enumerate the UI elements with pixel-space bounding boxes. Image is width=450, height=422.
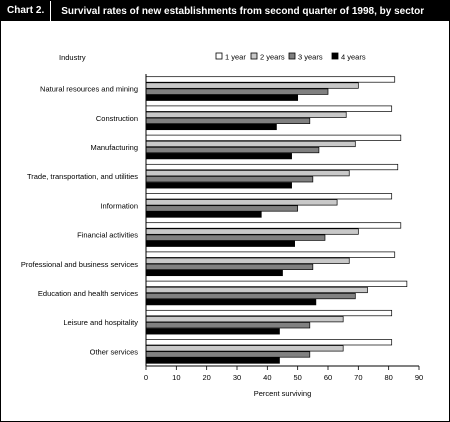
chart-number-label: Chart 2. — [1, 1, 52, 21]
category-axis-label: Industry — [59, 53, 86, 62]
x-tick-label: 40 — [263, 373, 271, 382]
bar — [145, 88, 329, 95]
bar — [145, 322, 311, 329]
bar — [145, 292, 356, 300]
bar — [145, 234, 326, 241]
bar — [145, 163, 399, 171]
x-tick-label: 70 — [354, 373, 362, 382]
bar — [145, 286, 368, 294]
bar — [145, 309, 393, 317]
legend-swatch — [288, 52, 296, 60]
legend-label: 4 years — [341, 53, 366, 62]
category-label: Manufacturing — [90, 143, 138, 152]
legend-swatch — [250, 52, 258, 60]
bar — [145, 82, 359, 89]
bar — [145, 228, 359, 235]
x-tick-label: 90 — [415, 373, 423, 382]
bar — [145, 176, 314, 183]
bar — [145, 117, 311, 124]
bar — [145, 351, 311, 358]
category-label: Professional and business services — [21, 260, 138, 269]
bar — [145, 263, 314, 270]
chart-title: Survival rates of new establishments fro… — [61, 5, 425, 17]
bar — [145, 299, 317, 306]
category-label: Construction — [96, 114, 138, 123]
bar — [145, 111, 347, 118]
bar — [145, 170, 350, 177]
x-tick-label: 0 — [144, 373, 148, 382]
category-label: Education and health services — [38, 289, 138, 298]
bar — [145, 123, 277, 131]
category-label: Information — [100, 201, 138, 210]
bar — [145, 134, 402, 141]
bar — [145, 182, 292, 189]
x-tick-label: 10 — [172, 373, 180, 382]
category-label: Trade, transportation, and utilities — [27, 172, 138, 181]
bar — [145, 269, 283, 277]
legend-label: 1 year — [225, 53, 246, 62]
bar — [145, 153, 292, 160]
x-tick-label: 60 — [324, 373, 332, 382]
bar — [145, 140, 356, 148]
legend-swatch — [331, 52, 339, 60]
bar — [145, 205, 299, 212]
legend-label: 2 years — [260, 53, 285, 62]
bar — [145, 316, 344, 323]
x-axis-label: Percent surviving — [254, 389, 312, 398]
bar — [145, 240, 295, 247]
bar — [145, 357, 280, 364]
x-tick-label: 30 — [233, 373, 241, 382]
category-label: Financial activities — [77, 231, 138, 240]
x-tick-label: 20 — [202, 373, 210, 382]
x-tick-label: 50 — [293, 373, 301, 382]
bar — [145, 345, 344, 352]
title-bar: Chart 2. Survival rates of new establish… — [1, 1, 449, 21]
x-tick-label: 80 — [384, 373, 392, 382]
bar — [145, 328, 280, 335]
bar — [145, 339, 393, 346]
bar — [145, 199, 338, 206]
legend-label: 3 years — [298, 53, 323, 62]
bar — [145, 222, 402, 229]
bar — [145, 251, 396, 258]
legend-swatch — [215, 52, 223, 60]
bar — [145, 257, 350, 264]
bar — [145, 146, 320, 154]
category-label: Leisure and hospitality — [63, 318, 138, 327]
category-label: Natural resources and mining — [40, 85, 138, 94]
bar-chart: Industry 1 year 2 years 3 years 4 years Natur… — [21, 52, 423, 399]
bar — [145, 76, 396, 83]
bar — [145, 193, 393, 200]
bar — [145, 105, 393, 112]
category-label: Other services — [90, 347, 139, 356]
bar — [145, 211, 262, 218]
bar — [145, 94, 299, 101]
bar — [145, 280, 408, 287]
